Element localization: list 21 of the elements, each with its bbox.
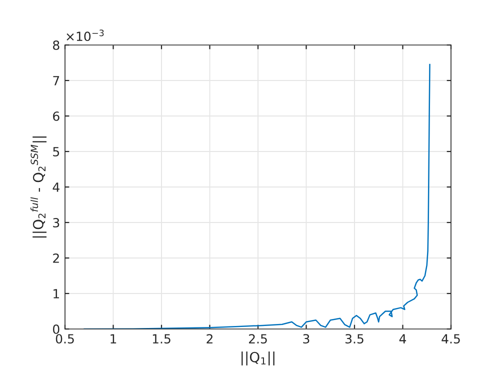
x-tick-label: 2 — [206, 334, 212, 344]
y-tick-label: 7 — [53, 76, 60, 86]
y-tick-label: 0 — [53, 324, 60, 334]
x-axis-title: ||Q$_{1}$|| — [242, 352, 274, 366]
x-tick-label: 4.5 — [442, 334, 460, 344]
x-tick-label: 1.5 — [152, 334, 170, 344]
y-tick-label: 4 — [52, 182, 60, 192]
x-tick-label: 0.5 — [56, 334, 74, 344]
x-tick-label: 3.5 — [346, 334, 364, 344]
text: ×10$^{−3}$ — [66, 30, 104, 42]
y-tick-label: 8 — [53, 40, 60, 50]
y-tick-label: 2 — [53, 253, 59, 263]
y-tick-label: 6 — [53, 111, 60, 121]
x-tick-label: 3 — [303, 334, 310, 344]
x-tick-label: 1 — [110, 334, 116, 344]
y-axis-title: ||Q$_{2}$$^{full}$ - Q$_{2}$$^{SSM}$|| — [30, 136, 46, 238]
y-tick-label: 3 — [53, 218, 60, 228]
x-tick-label: 2.5 — [248, 334, 267, 344]
x-tick-label: 4 — [399, 334, 406, 344]
y-tick-label: 5 — [53, 147, 60, 156]
y-tick-label: 1 — [54, 289, 59, 298]
